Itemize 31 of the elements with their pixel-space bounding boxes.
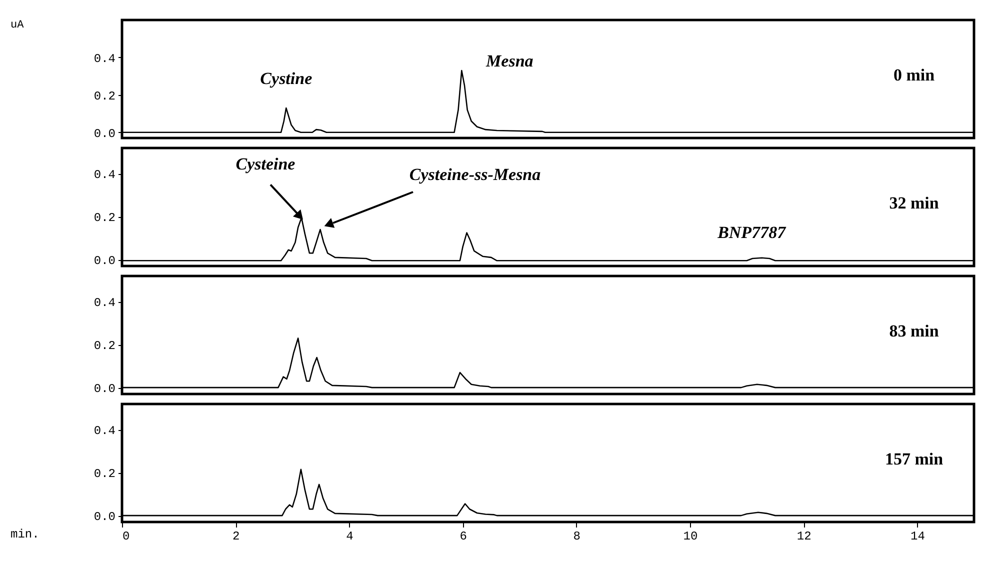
annotation: Cysteine <box>236 154 296 174</box>
y-tick-label: 0.4 <box>94 296 116 310</box>
x-tick-label: 4 <box>346 530 354 544</box>
x-tick-label: 0 <box>122 530 130 544</box>
annotation: 157 min <box>884 449 944 468</box>
y-tick-label: 0.2 <box>94 467 116 482</box>
y-tick-label: 0.0 <box>94 254 116 268</box>
x-tick-label: 8 <box>573 530 580 544</box>
y-tick-label: 0.4 <box>94 424 116 438</box>
x-tick-label: 10 <box>683 530 698 544</box>
annotation: BNP7787 <box>716 222 788 242</box>
y-tick-label: 0.0 <box>94 382 116 396</box>
y-axis-title: uA <box>10 20 24 32</box>
x-tick-label: 6 <box>460 530 467 544</box>
annotation: 83 min <box>889 321 940 340</box>
y-tick-label: 0.2 <box>94 339 116 354</box>
annotation: 32 min <box>889 193 940 212</box>
x-tick-label: 2 <box>232 530 240 544</box>
annotation: Cystine <box>260 69 313 88</box>
annotation: Mesna <box>485 52 534 71</box>
y-tick-label: 0.0 <box>94 510 116 524</box>
y-tick-label: 0.2 <box>94 89 116 104</box>
x-tick-label: 12 <box>796 530 812 544</box>
y-tick-label: 0.0 <box>94 126 116 141</box>
annotation: Cysteine-ss-Mesna <box>409 165 542 184</box>
x-tick-label: 14 <box>910 530 925 544</box>
x-axis-title: min. <box>10 528 40 542</box>
y-tick-label: 0.4 <box>94 52 116 66</box>
y-tick-label: 0.2 <box>94 211 116 226</box>
annotation: 0 min <box>893 65 936 84</box>
y-tick-label: 0.4 <box>94 168 116 182</box>
